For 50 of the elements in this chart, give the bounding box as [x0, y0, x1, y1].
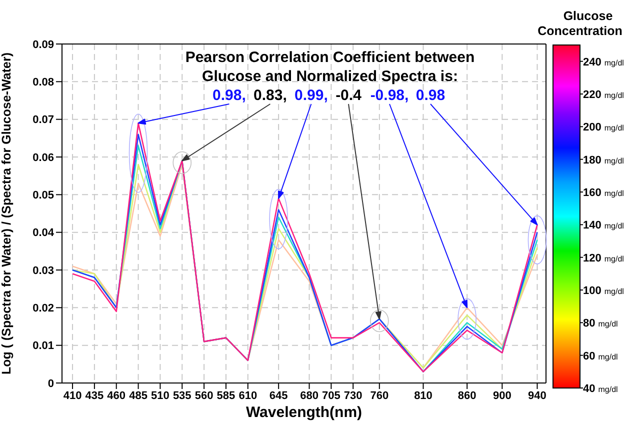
annotation: -0.4: [336, 87, 362, 104]
y-tick-label: 0: [48, 378, 54, 390]
x-tick-label: 900: [492, 390, 512, 402]
y-tick-label: 0.01: [32, 340, 54, 352]
y-tick-label: 0.05: [32, 190, 54, 202]
color-bar-label: 60 mg/dl: [583, 350, 618, 362]
x-tick-label: 940: [528, 390, 546, 402]
x-tick-label: 560: [194, 390, 214, 402]
y-axis-title: Log ( (Spectra for Water) / (Spectra for Glucose-Water): [0, 52, 14, 375]
color-bar-label: 140 mg/dl: [583, 220, 624, 232]
y-tick-label: 0.07: [32, 114, 54, 126]
x-tick-label: 810: [414, 390, 432, 402]
x-tick-label: 645: [269, 390, 288, 402]
color-bar-label: 80 mg/dl: [583, 318, 618, 330]
annotation: -0.98,: [370, 87, 409, 104]
x-tick-label: 705: [322, 390, 340, 402]
color-bar-label: 120 mg/dl: [583, 252, 624, 264]
x-tick-label: 860: [458, 390, 476, 402]
x-tick-label: 730: [344, 390, 362, 402]
color-bar-label: 240 mg/dl: [583, 56, 624, 68]
x-tick-label: 410: [63, 390, 82, 402]
color-bar-label: 220 mg/dl: [583, 89, 624, 101]
x-tick-label: 585: [216, 390, 236, 402]
y-tick-label: 0.06: [32, 152, 54, 164]
annotation: 0.99,: [294, 87, 328, 104]
y-tick-label: 0.08: [32, 76, 54, 89]
x-tick-label: 435: [85, 390, 104, 402]
x-tick-label: 510: [151, 390, 170, 402]
annotation: 0.98,: [212, 87, 246, 104]
color-bar-label: 100 mg/dl: [583, 285, 624, 297]
x-tick-label: 485: [129, 390, 148, 402]
annotation: Glucose and Normalized Spectra is:: [202, 68, 458, 85]
color-bar-label: 180 mg/dl: [583, 154, 624, 166]
x-tick-label: 535: [172, 390, 192, 402]
y-tick-label: 0.03: [32, 264, 54, 277]
color-bar-label: 40 mg/dl: [583, 383, 618, 395]
annotation: 0.98: [416, 87, 446, 104]
color-bar-label: 200 mg/dl: [583, 122, 624, 134]
x-tick-label: 760: [370, 390, 389, 402]
y-tick-label: 0.02: [32, 302, 54, 315]
annotation: Pearson Correlation Coefficient between: [185, 49, 475, 66]
x-tick-label: 680: [300, 390, 318, 402]
y-tick-label: 0.09: [32, 38, 54, 51]
x-tick-label: 610: [238, 390, 258, 402]
x-tick-label: 460: [107, 390, 126, 402]
x-axis-title: Wavelength(nm): [246, 404, 362, 421]
color-bar-label: 160 mg/dl: [583, 187, 624, 199]
y-tick-label: 0.04: [32, 227, 55, 240]
color-bar-title: Glucose Concentration: [538, 9, 622, 38]
annotation: 0.83,: [254, 87, 287, 104]
